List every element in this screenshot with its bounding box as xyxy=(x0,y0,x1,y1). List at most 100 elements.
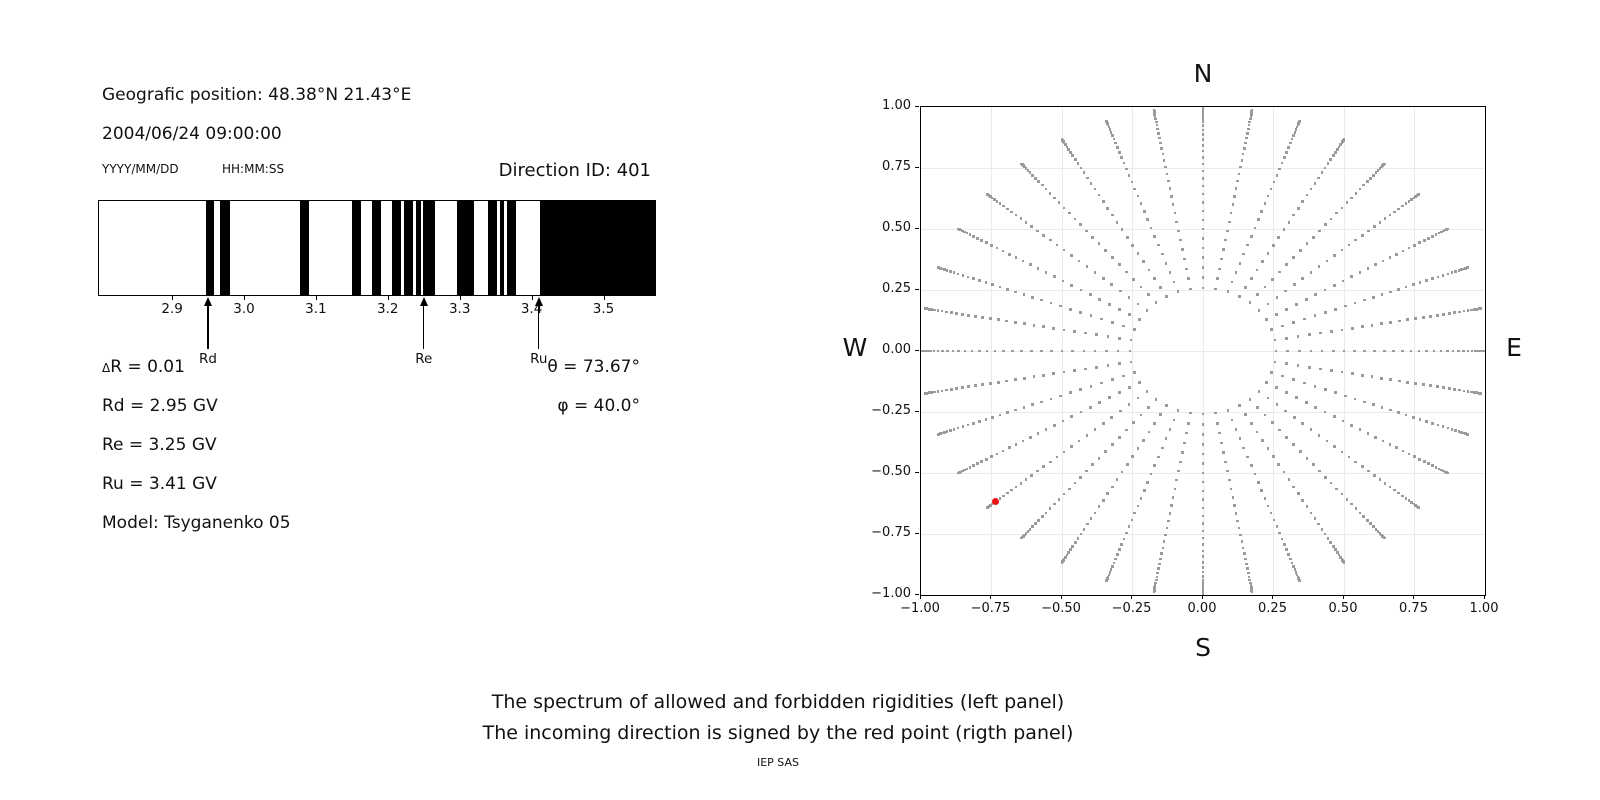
direction-dot xyxy=(1014,485,1018,489)
direction-dot xyxy=(1275,386,1278,389)
allowed-band xyxy=(392,201,402,295)
direction-dot xyxy=(985,506,989,510)
direction-dot xyxy=(1247,575,1251,579)
direction-dot xyxy=(1065,553,1069,557)
direction-dot xyxy=(1095,365,1099,369)
direction-dot xyxy=(1248,398,1252,401)
direction-dot xyxy=(1201,237,1205,240)
direction-dot xyxy=(1285,151,1288,154)
direction-dot xyxy=(1418,241,1421,245)
direction-dot xyxy=(1055,243,1059,247)
direction-dot xyxy=(1397,411,1400,414)
direction-dot xyxy=(1055,455,1059,459)
direction-dot xyxy=(1298,578,1301,582)
direction-dot xyxy=(1442,469,1445,473)
direction-dot xyxy=(990,455,993,458)
direction-dot xyxy=(1082,171,1086,175)
direction-dot xyxy=(1101,200,1105,203)
direction-scatter-plot xyxy=(920,106,1486,596)
axis-tick xyxy=(459,296,461,300)
direction-dot xyxy=(1270,328,1273,331)
direction-dot xyxy=(1347,455,1351,459)
direction-dot xyxy=(1128,386,1131,389)
direction-dot xyxy=(1293,568,1297,571)
direction-dot xyxy=(1084,331,1087,335)
direction-dot xyxy=(993,349,997,353)
direction-dot xyxy=(1312,463,1315,467)
direction-dot xyxy=(1079,288,1083,292)
direction-dot xyxy=(1201,120,1205,123)
direction-dot xyxy=(1226,290,1230,293)
axis-tick xyxy=(1201,595,1203,599)
allowed-band xyxy=(422,201,436,295)
direction-dot xyxy=(1061,279,1065,283)
direction-dot xyxy=(1435,385,1439,389)
direction-dot xyxy=(1446,426,1450,430)
direction-dot xyxy=(1450,428,1454,431)
direction-dot xyxy=(1238,437,1242,441)
direction-dot xyxy=(1201,570,1205,574)
direction-dot xyxy=(978,279,981,282)
direction-dot xyxy=(1108,303,1111,306)
direction-dot xyxy=(1089,182,1093,185)
direction-dot xyxy=(1313,182,1317,185)
direction-dot xyxy=(1133,328,1136,331)
direction-dot xyxy=(1239,533,1242,537)
direction-dot xyxy=(1363,349,1367,353)
direction-dot xyxy=(1332,284,1336,287)
direction-dot xyxy=(1431,421,1434,425)
direction-dot xyxy=(1142,439,1145,442)
direction-dot xyxy=(1431,277,1434,281)
direction-dot xyxy=(1305,242,1309,246)
direction-dot xyxy=(1246,567,1249,571)
allowed-band xyxy=(371,201,382,295)
direction-dot xyxy=(1462,309,1466,313)
direction-dot xyxy=(1201,111,1205,115)
compass-east-label: E xyxy=(1506,333,1522,362)
direction-dot xyxy=(1266,504,1270,508)
direction-dot xyxy=(1120,543,1123,546)
direction-dot xyxy=(1136,504,1140,508)
direction-dot xyxy=(1179,460,1182,464)
direction-dot xyxy=(995,452,999,456)
direction-dot xyxy=(972,235,975,238)
direction-dot xyxy=(1244,413,1247,416)
direction-dot xyxy=(1136,447,1140,450)
direction-dot xyxy=(1413,244,1416,247)
direction-dot xyxy=(1201,184,1205,188)
direction-dot xyxy=(968,233,972,236)
direction-dot xyxy=(1295,125,1299,129)
direction-dot xyxy=(1389,378,1392,381)
direction-dot xyxy=(1201,133,1205,136)
direction-dot xyxy=(1284,409,1287,413)
direction-dot xyxy=(1028,527,1032,531)
direction-dot xyxy=(1049,397,1053,401)
direction-dot xyxy=(1014,443,1018,446)
direction-dot xyxy=(1296,575,1300,579)
direction-dot xyxy=(998,413,1002,417)
direction-dot xyxy=(1418,418,1422,421)
phi-value: φ = 40.0° xyxy=(557,396,640,416)
compass-west-label: W xyxy=(842,333,868,362)
direction-dot xyxy=(1069,151,1072,154)
direction-dot xyxy=(1179,238,1182,242)
gridline xyxy=(921,167,1485,169)
direction-dot xyxy=(1292,134,1295,137)
rigidity-spectrum-plot xyxy=(98,200,656,296)
direction-dot xyxy=(1165,404,1168,407)
direction-dot xyxy=(955,387,958,390)
direction-dot xyxy=(1458,388,1461,392)
direction-dot xyxy=(946,349,949,353)
direction-dot xyxy=(1106,575,1110,579)
direction-dot xyxy=(1107,125,1111,129)
direction-dot xyxy=(1201,227,1205,231)
direction-dot xyxy=(1339,143,1342,146)
direction-dot xyxy=(1270,371,1273,374)
direction-dot xyxy=(1175,478,1178,482)
direction-dot xyxy=(1423,239,1426,242)
axis-tick xyxy=(1413,595,1414,599)
direction-dot xyxy=(1105,349,1108,353)
direction-dot xyxy=(1275,403,1279,406)
direction-dot xyxy=(1023,376,1026,380)
direction-dot xyxy=(1237,526,1241,530)
